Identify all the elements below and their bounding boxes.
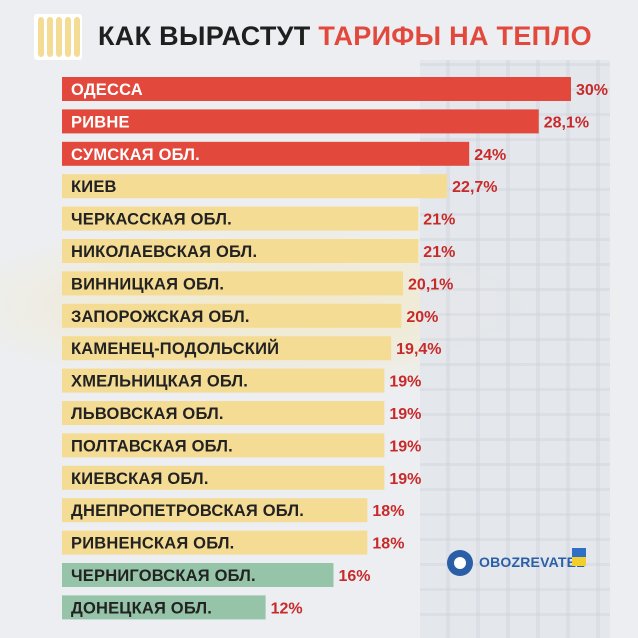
value-label-13: 19% (389, 471, 421, 488)
bar-label-14: ДНЕПРОПЕТРОВСКАЯ ОБЛ. (71, 502, 304, 520)
bar-label-17: ДОНЕЦКАЯ ОБЛ. (71, 599, 212, 617)
obozrevatel-logo: OBOZREVATEL (447, 548, 597, 578)
value-label-16: 16% (338, 568, 370, 585)
bar-label-9: КАМЕНЕЦ-ПОДОЛЬСКИЙ (71, 339, 279, 358)
bar-15 (62, 530, 368, 555)
bar-label-3: СУМСКАЯ ОБЛ. (71, 146, 200, 164)
bar-8 (62, 303, 402, 328)
bar-label-10: ХМЕЛЬНИЦКАЯ ОБЛ. (71, 373, 248, 391)
bar-label-7: ВИННИЦКАЯ ОБЛ. (71, 275, 224, 293)
bar-label-1: ОДЕССА (71, 81, 143, 99)
bar-6 (62, 239, 419, 263)
bar-10 (62, 368, 385, 393)
bar-label-16: ЧЕРНИГОВСКАЯ ОБЛ. (71, 567, 256, 585)
value-label-10: 19% (389, 374, 421, 391)
value-label-17: 12% (271, 600, 303, 617)
value-label-6: 21% (423, 244, 455, 261)
chart-title: КАК ВЫРАСТУТ ТАРИФЫ НА ТЕПЛО (98, 20, 592, 52)
value-label-7: 20,1% (408, 276, 453, 293)
value-label-8: 20% (406, 309, 438, 326)
bar-12 (62, 433, 385, 458)
value-label-1: 30% (576, 82, 608, 99)
chart-title-part2: ТАРИФЫ НА ТЕПЛО (318, 21, 592, 51)
bar-label-15: РИВНЕНСКАЯ ОБЛ. (71, 535, 234, 553)
bar-label-8: ЗАПОРОЖСКАЯ ОБЛ. (71, 308, 250, 326)
bar-2 (62, 109, 539, 134)
bar-14 (62, 498, 368, 523)
bar-label-13: КИЕВСКАЯ ОБЛ. (71, 470, 209, 488)
value-label-11: 19% (389, 406, 421, 423)
bar-label-4: КИЕВ (71, 178, 117, 196)
value-label-2: 28,1% (544, 114, 589, 131)
bar-5 (62, 206, 419, 231)
value-label-15: 18% (372, 536, 404, 553)
value-label-9: 19,4% (396, 341, 441, 358)
bar-3 (62, 141, 470, 166)
bar-label-6: НИКОЛАЕВСКАЯ ОБЛ. (71, 243, 257, 261)
bar-label-12: ПОЛТАВСКАЯ ОБЛ. (71, 437, 233, 455)
value-label-3: 24% (474, 147, 506, 164)
logo-text: OBOZREVATEL (479, 554, 585, 570)
bar-17 (62, 595, 266, 620)
bar-7 (62, 271, 404, 296)
bar-13 (62, 465, 385, 490)
value-label-12: 19% (389, 438, 421, 455)
chart-title-part1: КАК ВЫРАСТУТ (98, 21, 311, 51)
value-label-5: 21% (423, 212, 455, 229)
logo-mark-icon (447, 550, 473, 576)
bar-16 (62, 563, 334, 587)
value-label-4: 22,7% (452, 179, 497, 196)
bar-label-2: РИВНЕ (71, 113, 130, 131)
bar-4 (62, 174, 448, 199)
bar-1 (62, 77, 571, 101)
header: КАК ВЫРАСТУТ ТАРИФЫ НА ТЕПЛО (0, 0, 638, 70)
bar-11 (62, 401, 385, 425)
radiator-icon (34, 14, 82, 60)
value-label-14: 18% (372, 503, 404, 520)
ukraine-flag-icon (572, 548, 586, 566)
bar-label-11: ЛЬВОВСКАЯ ОБЛ. (71, 405, 224, 423)
bar-9 (62, 336, 392, 361)
bar-label-5: ЧЕРКАССКАЯ ОБЛ. (71, 211, 232, 229)
